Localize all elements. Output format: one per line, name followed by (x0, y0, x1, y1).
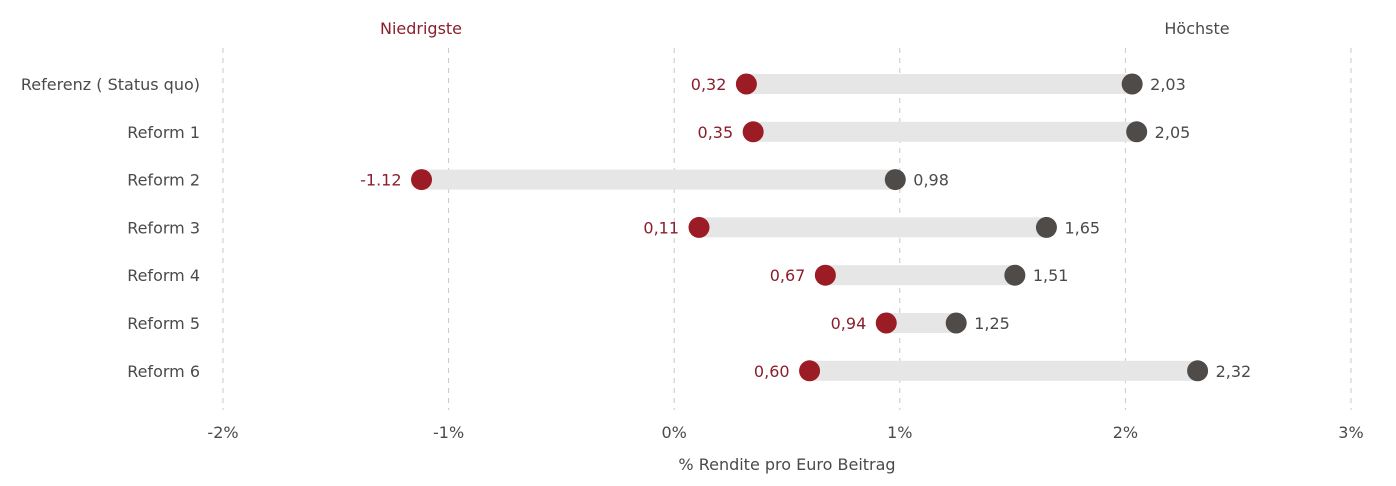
high-value-label: 1,65 (1064, 218, 1100, 237)
low-value-dot (799, 360, 821, 382)
category-label: Reform 4 (127, 266, 200, 285)
low-value-dot (742, 121, 764, 143)
x-tick-label: 1% (887, 423, 912, 442)
legend-low-label: Niedrigste (380, 19, 462, 38)
x-tick-label: 3% (1338, 423, 1363, 442)
category-label: Reform 1 (127, 123, 200, 142)
low-value-dot (688, 216, 710, 238)
x-axis-title: % Rendite pro Euro Beitrag (678, 455, 895, 474)
low-value-dot (735, 73, 757, 95)
low-value-dot (411, 169, 433, 191)
chart-row: Reform 2 -1.12 0,98 (127, 169, 949, 191)
x-tick-label: -1% (433, 423, 464, 442)
grid-lines (222, 48, 1352, 410)
chart-row: Reform 6 0,60 2,32 (127, 360, 1252, 382)
low-value-dot (814, 264, 836, 286)
legend-high-label: Höchste (1164, 19, 1229, 38)
high-value-dot (1035, 216, 1057, 238)
range-bar (825, 265, 1015, 286)
range-bar (886, 313, 957, 333)
high-value-dot (1121, 73, 1143, 95)
x-axis-ticks: -2% -1% 0% 1% 2% 3% (207, 423, 1363, 442)
chart-row: Reform 1 0,35 2,05 (127, 121, 1191, 143)
category-label: Reform 3 (127, 218, 200, 237)
high-value-label: 2,03 (1150, 75, 1186, 94)
range-bar (421, 169, 896, 190)
chart-row: Reform 4 0,67 1,51 (127, 264, 1069, 286)
range-bar (809, 360, 1198, 381)
high-value-label: 1,25 (974, 314, 1010, 333)
category-label: Referenz ( Status quo) (21, 75, 200, 94)
high-value-dot (1004, 264, 1026, 286)
chart-row: Reform 3 0,11 1,65 (127, 216, 1100, 238)
high-value-label: 0,98 (913, 171, 949, 190)
range-bar (753, 121, 1137, 142)
low-value-label: -1.12 (360, 171, 401, 190)
low-value-label: 0,35 (698, 123, 734, 142)
low-value-label: 0,94 (831, 314, 867, 333)
high-value-label: 2,32 (1216, 362, 1252, 381)
low-value-label: 0,60 (754, 362, 790, 381)
range-bar (699, 217, 1047, 238)
low-value-dot (875, 312, 897, 334)
high-value-dot (1187, 360, 1209, 382)
x-tick-label: 2% (1113, 423, 1138, 442)
high-value-label: 2,05 (1155, 123, 1191, 142)
x-tick-label: -2% (207, 423, 238, 442)
low-value-label: 0,67 (770, 266, 806, 285)
high-value-dot (945, 312, 967, 334)
high-value-label: 1,51 (1033, 266, 1069, 285)
chart-rows: Referenz ( Status quo) 0,32 2,03 Reform 1 0,… (21, 73, 1252, 382)
chart-row: Referenz ( Status quo) 0,32 2,03 (21, 73, 1186, 95)
low-value-label: 0,11 (643, 218, 679, 237)
high-value-dot (884, 169, 906, 191)
x-tick-label: 0% (662, 423, 687, 442)
category-label: Reform 2 (127, 171, 200, 190)
chart-row: Reform 5 0,94 1,25 (127, 312, 1010, 334)
range-bar (746, 74, 1133, 94)
high-value-dot (1126, 121, 1148, 143)
category-label: Reform 6 (127, 362, 200, 381)
category-label: Reform 5 (127, 314, 200, 333)
low-value-label: 0,32 (691, 75, 727, 94)
